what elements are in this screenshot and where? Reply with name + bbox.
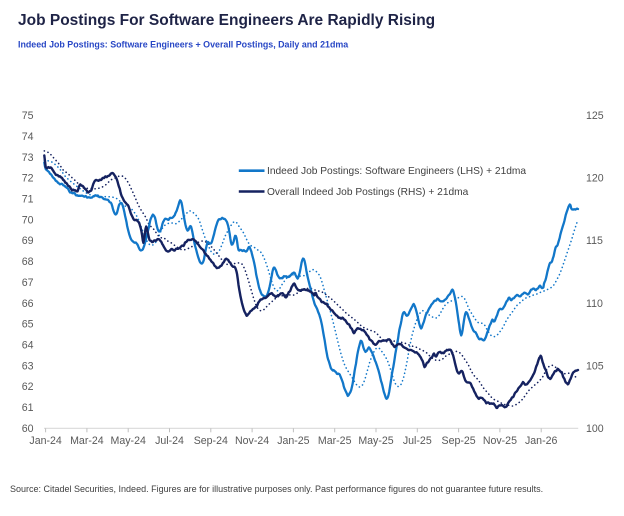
svg-text:Indeed Job Postings: Software: Indeed Job Postings: Software Engineers … (267, 166, 526, 177)
svg-text:75: 75 (22, 110, 34, 122)
svg-text:Jan-26: Jan-26 (525, 435, 557, 447)
svg-text:Sep-24: Sep-24 (194, 435, 228, 447)
svg-text:Overall Indeed Job Postings (R: Overall Indeed Job Postings (RHS) + 21dm… (267, 187, 469, 198)
svg-text:115: 115 (586, 235, 603, 247)
svg-text:Jan-24: Jan-24 (29, 435, 61, 447)
svg-text:Jul-24: Jul-24 (155, 435, 184, 447)
svg-text:68: 68 (22, 256, 34, 268)
svg-text:74: 74 (22, 131, 34, 143)
svg-text:70: 70 (22, 214, 34, 226)
svg-text:Mar-25: Mar-25 (318, 435, 352, 447)
svg-text:Sep-25: Sep-25 (442, 435, 476, 447)
svg-text:73: 73 (22, 152, 34, 164)
svg-text:63: 63 (22, 360, 34, 372)
svg-text:Nov-25: Nov-25 (483, 435, 517, 447)
svg-text:105: 105 (586, 360, 604, 372)
svg-text:120: 120 (586, 173, 604, 185)
svg-text:62: 62 (22, 381, 34, 393)
svg-text:65: 65 (22, 319, 34, 331)
svg-text:110: 110 (586, 298, 603, 310)
svg-text:Job Postings For Software Engi: Job Postings For Software Engineers Are … (18, 12, 435, 29)
svg-text:66: 66 (22, 298, 34, 310)
svg-text:May-25: May-25 (358, 435, 393, 447)
svg-text:Nov-24: Nov-24 (235, 435, 269, 447)
svg-text:69: 69 (22, 235, 34, 247)
svg-text:Source: Citadel Securities, In: Source: Citadel Securities, Indeed. Figu… (10, 484, 543, 494)
svg-text:60: 60 (22, 423, 34, 435)
svg-text:72: 72 (22, 173, 34, 185)
svg-text:Mar-24: Mar-24 (70, 435, 104, 447)
svg-text:100: 100 (586, 423, 604, 435)
svg-text:125: 125 (586, 110, 604, 122)
svg-text:64: 64 (22, 340, 34, 352)
svg-text:61: 61 (22, 402, 34, 414)
svg-text:71: 71 (22, 194, 34, 206)
svg-text:Jul-25: Jul-25 (403, 435, 432, 447)
svg-text:Indeed Job Postings: Software: Indeed Job Postings: Software Engineers … (18, 40, 348, 50)
svg-text:May-24: May-24 (111, 435, 146, 447)
svg-text:Jan-25: Jan-25 (277, 435, 309, 447)
svg-text:67: 67 (22, 277, 34, 289)
